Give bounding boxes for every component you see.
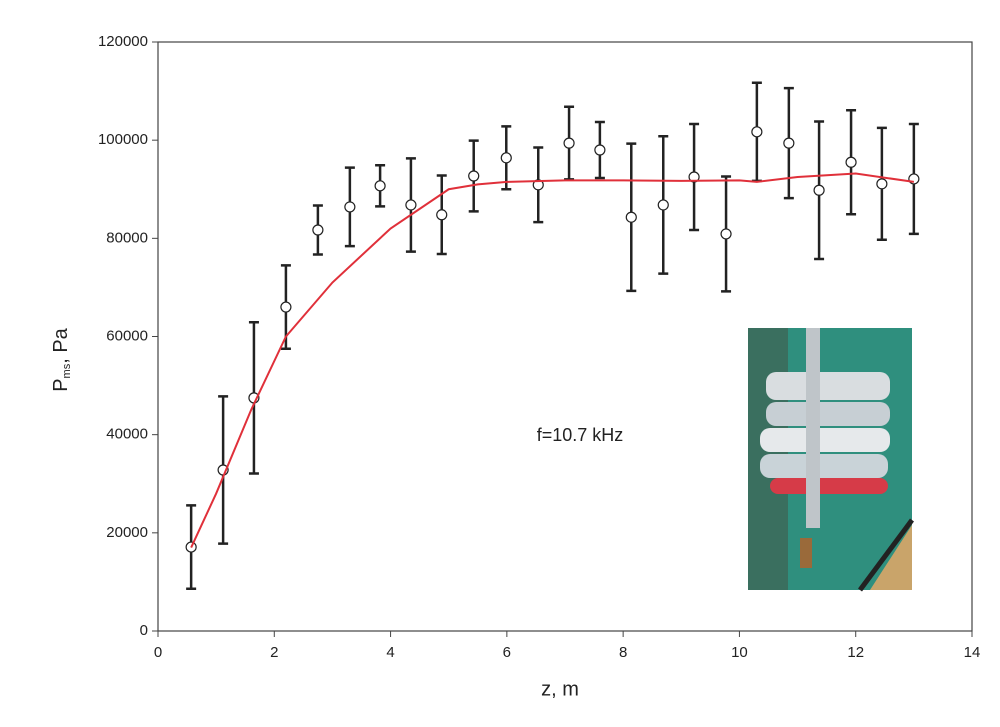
x-tick-label: 2 bbox=[270, 644, 278, 661]
data-point bbox=[436, 209, 448, 221]
data-point bbox=[500, 152, 512, 164]
fit-line bbox=[190, 172, 914, 548]
data-point bbox=[751, 126, 763, 138]
y-axis-title-unit: , Pa bbox=[50, 327, 72, 363]
data-point bbox=[280, 301, 292, 313]
y-axis-title-main: P bbox=[50, 378, 72, 391]
x-tick-label: 12 bbox=[847, 644, 864, 661]
data-point bbox=[783, 137, 795, 149]
x-axis-title: z, m bbox=[541, 678, 579, 700]
data-point bbox=[563, 137, 575, 149]
annotation: f=10.7 kHz bbox=[537, 425, 624, 445]
x-tick-label: 8 bbox=[619, 644, 627, 661]
data-point bbox=[374, 180, 386, 192]
y-tick-label: 20000 bbox=[106, 524, 148, 541]
y-axis-title: Pms, Pa bbox=[50, 327, 73, 391]
data-point bbox=[908, 173, 920, 185]
data-point bbox=[532, 179, 544, 191]
x-tick-label: 14 bbox=[964, 644, 981, 661]
data-point bbox=[876, 178, 888, 190]
data-point bbox=[657, 199, 669, 211]
y-tick-label: 60000 bbox=[106, 327, 148, 344]
data-point bbox=[312, 224, 324, 236]
data-point bbox=[845, 156, 857, 168]
data-point bbox=[720, 228, 732, 240]
data-point bbox=[625, 211, 637, 223]
x-tick-label: 0 bbox=[154, 644, 162, 661]
x-tick-label: 10 bbox=[731, 644, 748, 661]
y-tick-label: 120000 bbox=[98, 33, 148, 50]
data-point bbox=[405, 199, 417, 211]
data-point bbox=[688, 171, 700, 183]
y-tick-label: 0 bbox=[140, 622, 148, 639]
y-tick-label: 80000 bbox=[106, 229, 148, 246]
y-tick-label: 40000 bbox=[106, 426, 148, 443]
y-axis-title-sub: ms bbox=[61, 363, 73, 378]
x-tick-label: 6 bbox=[503, 644, 511, 661]
data-point bbox=[813, 184, 825, 196]
data-point bbox=[344, 201, 356, 213]
data-point bbox=[594, 144, 606, 156]
inset-photo bbox=[748, 328, 915, 592]
data-point bbox=[468, 170, 480, 182]
y-tick-label: 100000 bbox=[98, 131, 148, 148]
x-tick-label: 4 bbox=[386, 644, 394, 661]
